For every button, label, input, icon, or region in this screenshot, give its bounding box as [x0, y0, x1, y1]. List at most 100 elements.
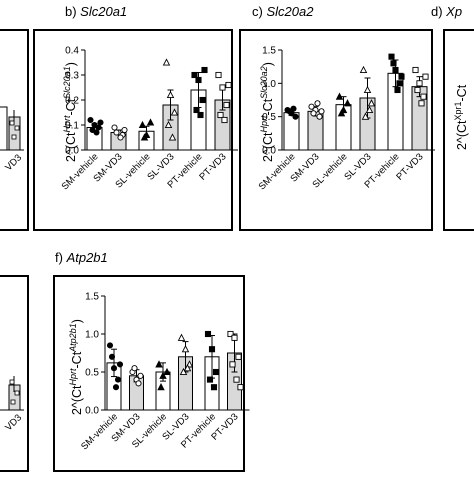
- data-point: [396, 80, 403, 87]
- data-point: [314, 100, 321, 107]
- data-point: [210, 384, 218, 391]
- data-point: [183, 364, 192, 372]
- partial-y-axis-label: 2^(CtXpr1-Ct: [453, 84, 469, 150]
- data-point: [229, 361, 236, 368]
- data-point: [212, 368, 220, 376]
- data-point: [206, 376, 214, 383]
- chart-atp2b1: 0.00.51.01.5SM-vehicleSM-VD3SL-vehicleSL…: [68, 292, 250, 452]
- y-tick-label: 0.3: [65, 71, 79, 82]
- data-point: [420, 93, 427, 100]
- frame-panel-a: [0, 29, 29, 231]
- data-point: [157, 383, 165, 391]
- data-point: [335, 92, 344, 100]
- data-point: [177, 333, 186, 341]
- data-point: [225, 81, 232, 89]
- data-point: [418, 100, 425, 107]
- data-point: [231, 334, 238, 341]
- data-point: [155, 360, 163, 368]
- data-point: [318, 108, 325, 115]
- y-tick-label: 1.0: [262, 79, 276, 90]
- y-axis-label: 2^(CtHprt-CtSlc20a1): [62, 62, 78, 162]
- data-point: [193, 106, 200, 114]
- data-point: [412, 66, 419, 74]
- frame-panel-b: [33, 29, 233, 231]
- x-category-label: PT-VD3: [394, 151, 425, 182]
- frame-panel-e: [0, 275, 29, 472]
- data-point: [179, 367, 188, 376]
- y-tick-label: 0.4: [65, 46, 79, 57]
- data-point: [116, 361, 124, 368]
- frame-panel-c: [239, 29, 433, 231]
- data-point: [422, 73, 429, 80]
- data-point: [159, 371, 167, 379]
- partial-panel-d: 2^(CtXpr1-Ct: [453, 84, 469, 150]
- data-point: [164, 120, 173, 129]
- frame-panel-f: [53, 275, 245, 472]
- data-point: [223, 101, 230, 109]
- partial-point: [11, 134, 17, 140]
- data-point: [111, 124, 118, 131]
- data-point: [233, 376, 240, 383]
- data-point: [392, 66, 399, 74]
- data-point: [308, 103, 315, 110]
- partial-category-label: VD3: [3, 412, 24, 433]
- data-point: [93, 129, 100, 136]
- y-tick-label: 0.0: [262, 146, 276, 157]
- data-point: [337, 109, 346, 117]
- data-point: [208, 346, 216, 353]
- data-point: [221, 116, 228, 124]
- data-point: [227, 330, 234, 338]
- data-point: [359, 65, 368, 74]
- data-point: [414, 86, 421, 94]
- partial-point: [9, 379, 15, 385]
- y-tick-label: 0.0: [85, 406, 99, 417]
- y-tick-label: 1.5: [262, 46, 276, 57]
- data-point: [361, 112, 370, 120]
- y-tick-label: 1.0: [85, 330, 99, 341]
- data-point: [416, 80, 423, 87]
- data-point: [166, 90, 175, 99]
- data-point: [135, 380, 142, 387]
- partial-panel-a: VD3: [0, 106, 24, 173]
- data-point: [170, 108, 179, 116]
- data-point: [97, 119, 104, 126]
- panel-label-b: b) Slc20a1: [65, 4, 127, 19]
- x-category-label: PT-VD3: [197, 151, 228, 182]
- data-point: [114, 376, 122, 383]
- data-point: [195, 76, 202, 84]
- data-point: [199, 96, 206, 104]
- partial-point: [14, 125, 20, 131]
- data-point: [87, 116, 94, 124]
- partial-point: [10, 399, 16, 405]
- panel-label-c: c) Slc20a2: [252, 4, 314, 19]
- data-point: [292, 113, 299, 120]
- y-tick-label: 0.1: [65, 121, 79, 132]
- data-point: [365, 105, 374, 114]
- panel-label-d: d) Xp: [431, 4, 462, 19]
- data-point: [310, 110, 317, 117]
- data-point: [163, 367, 171, 376]
- data-point: [390, 60, 397, 67]
- y-tick-label: 0.5: [85, 368, 99, 379]
- data-point: [168, 133, 177, 141]
- data-point: [121, 126, 128, 134]
- data-point: [388, 53, 395, 60]
- partial-point: [14, 390, 20, 396]
- data-point: [215, 71, 222, 79]
- data-point: [191, 71, 198, 79]
- data-point: [146, 118, 155, 126]
- data-point: [162, 58, 171, 66]
- data-point: [138, 120, 147, 129]
- data-point: [106, 342, 114, 349]
- data-point: [108, 353, 116, 360]
- data-point: [110, 365, 118, 372]
- data-point: [112, 384, 120, 391]
- data-point: [363, 85, 372, 94]
- partial-point: [9, 120, 15, 126]
- chart-slc20a2: 0.00.51.01.5SM-vehicleSM-VD3SL-vehicleSL…: [257, 46, 435, 192]
- partial-category-label: VD3: [3, 152, 24, 173]
- data-point: [343, 99, 352, 107]
- data-point: [117, 134, 124, 141]
